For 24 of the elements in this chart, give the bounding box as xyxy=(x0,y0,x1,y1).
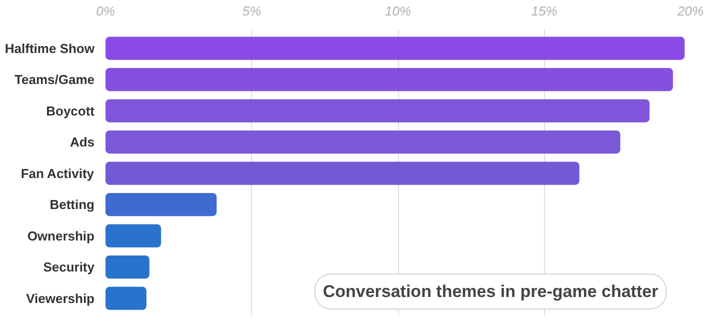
x-tick-label: 20% xyxy=(676,4,704,18)
y-tick-label: Security xyxy=(43,260,96,275)
bar xyxy=(106,192,217,216)
bar xyxy=(106,224,162,248)
x-tick-label: 15% xyxy=(531,4,558,18)
bar xyxy=(106,99,650,122)
x-tick-label: 5% xyxy=(242,4,262,18)
y-tick-label: Betting xyxy=(50,197,95,212)
bar xyxy=(106,286,146,310)
x-tick-label: 10% xyxy=(384,4,412,18)
y-tick-label: Ads xyxy=(70,134,95,150)
bar xyxy=(106,162,580,185)
text: Conversation themes in pre-game chatter xyxy=(322,282,659,301)
bar xyxy=(106,255,150,279)
bar xyxy=(106,130,620,154)
y-tick-label: Ownership xyxy=(27,228,95,244)
y-tick-label: Halftime Show xyxy=(4,40,96,56)
y-tick-label: Teams/Game xyxy=(14,72,94,88)
x-tick-label: 0% xyxy=(96,4,115,18)
y-tick-label: Fan Activity xyxy=(20,166,95,181)
y-tick-label: Boycott xyxy=(46,103,96,118)
bar xyxy=(106,68,673,92)
y-tick-label: Viewership xyxy=(26,290,95,306)
bar xyxy=(106,36,685,60)
